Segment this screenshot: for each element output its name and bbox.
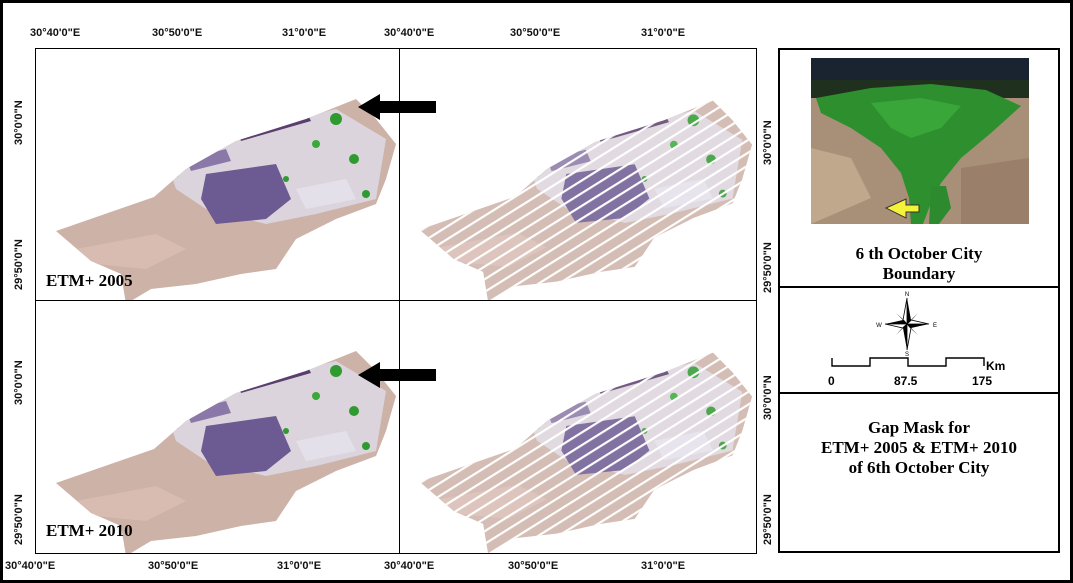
coord-top-4: 30°40'0"E bbox=[384, 27, 435, 39]
compass-e: E bbox=[933, 323, 937, 329]
arrow-left-icon bbox=[358, 94, 436, 120]
coord-left-2: 29°50'0"N bbox=[13, 239, 25, 290]
panel-label-2010: ETM+ 2010 bbox=[46, 521, 133, 540]
coord-bottom-4: 30°40'0"E bbox=[384, 560, 435, 572]
coord-left-3: 30°0'0"N bbox=[13, 360, 25, 405]
satellite-image-2010 bbox=[36, 301, 400, 553]
coord-left-1: 30°0'0"N bbox=[13, 100, 25, 145]
compass-w: W bbox=[876, 323, 882, 329]
description-box: Gap Mask for ETM+ 2005 & ETM+ 2010 of 6t… bbox=[778, 392, 1060, 553]
compass-n: N bbox=[905, 292, 909, 298]
description-line3: of 6th October City bbox=[848, 458, 990, 477]
coord-right-1: 30°0'0"N bbox=[762, 120, 774, 165]
coord-right-2: 29°50'0"N bbox=[762, 242, 774, 293]
gap-mask-image-2005 bbox=[400, 100, 753, 301]
compass-s: S bbox=[905, 352, 909, 356]
arrow-left-icon bbox=[358, 362, 436, 388]
scale-unit: Km bbox=[986, 359, 1006, 373]
panel-etm-2010: ETM+ 2010 bbox=[35, 300, 401, 554]
nile-delta-satellite-image bbox=[811, 58, 1029, 224]
description-line1: Gap Mask for bbox=[868, 418, 970, 437]
coord-bottom-3: 31°0'0"E bbox=[277, 560, 322, 572]
coord-top-1: 30°40'0"E bbox=[30, 27, 81, 39]
gap-mask-image-2010 bbox=[400, 301, 753, 553]
description-line2: ETM+ 2005 & ETM+ 2010 bbox=[821, 438, 1017, 457]
coord-bottom-5: 30°50'0"E bbox=[508, 560, 559, 572]
scale-bar bbox=[831, 357, 985, 367]
location-title-line2: Boundary bbox=[882, 264, 956, 283]
coord-bottom-1: 30°40'0"E bbox=[5, 560, 56, 572]
panel-gap-2005 bbox=[399, 48, 757, 302]
scale-tick-0: 0 bbox=[828, 374, 835, 388]
coord-bottom-6: 31°0'0"E bbox=[641, 560, 686, 572]
coord-top-2: 30°50'0"E bbox=[152, 27, 203, 39]
location-map-title: 6 th October City Boundary bbox=[780, 244, 1058, 284]
scale-tick-2: 175 bbox=[972, 374, 993, 388]
panel-label-2005: ETM+ 2005 bbox=[46, 271, 133, 290]
coord-top-5: 30°50'0"E bbox=[510, 27, 561, 39]
panel-etm-2005: ETM+ 2005 bbox=[35, 48, 401, 302]
coord-top-3: 31°0'0"E bbox=[282, 27, 327, 39]
panel-gap-2010 bbox=[399, 300, 757, 554]
description-text: Gap Mask for ETM+ 2005 & ETM+ 2010 of 6t… bbox=[780, 418, 1058, 478]
coord-top-6: 31°0'0"E bbox=[641, 27, 686, 39]
location-map-box: 6 th October City Boundary bbox=[778, 48, 1060, 288]
coord-right-4: 29°50'0"N bbox=[762, 494, 774, 545]
coord-bottom-2: 30°50'0"E bbox=[148, 560, 199, 572]
compass-scale-box: N S W E Km 0 87.5 175 bbox=[778, 286, 1060, 394]
coord-left-4: 29°50'0"N bbox=[13, 494, 25, 545]
satellite-image-2005 bbox=[36, 49, 400, 301]
coord-right-3: 30°0'0"N bbox=[762, 375, 774, 420]
compass-rose-icon: N S W E bbox=[876, 292, 937, 356]
scale-tick-1: 87.5 bbox=[894, 374, 918, 388]
location-title-line1: 6 th October City bbox=[855, 244, 983, 263]
